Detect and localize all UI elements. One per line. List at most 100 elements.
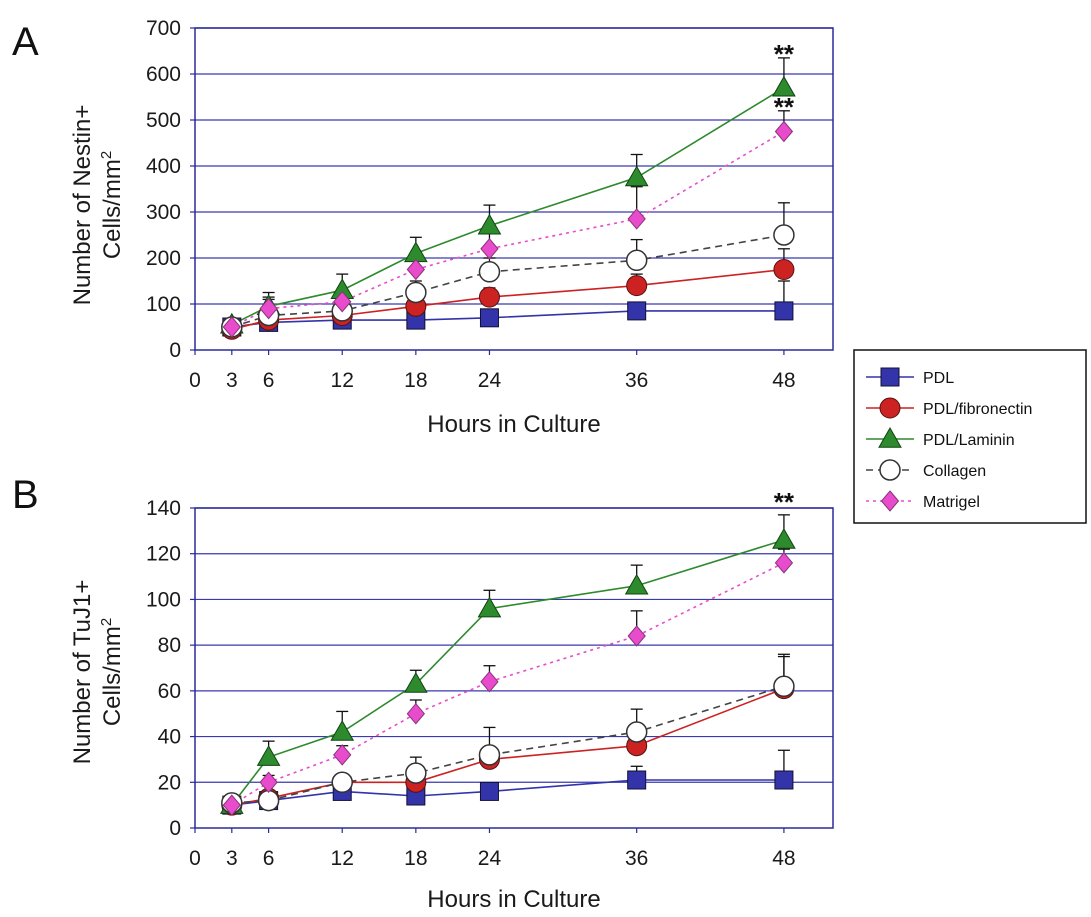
legend-label-0: PDL [923, 370, 954, 387]
panel-b: B Number of TuJ1+ Cells/mm2 Hours in Cul… [12, 473, 834, 913]
panel-b-point-0-6 [774, 770, 794, 790]
panel-a-xtick-label-4: 18 [404, 369, 427, 392]
panel-b-point-2-5 [624, 573, 649, 595]
panel-a-point-3-5 [625, 249, 648, 272]
panel-b-point-4-4 [480, 670, 499, 693]
panel-b-ytick-label-1: 20 [158, 771, 181, 794]
legend: PDL PDL/fibronectin PDL/Laminin Collagen Mat… [853, 349, 1087, 524]
panel-a-xtick-label-1: 3 [226, 369, 238, 392]
legend-marker-3 [879, 459, 901, 481]
legend-marker-0 [880, 367, 900, 387]
panel-b-ytick-label-6: 120 [146, 543, 181, 566]
panel-a-point-0-5 [627, 301, 647, 321]
panel-b-xtick-label-3: 12 [331, 847, 354, 870]
panel-a-ytick-label-1: 100 [146, 293, 181, 316]
panel-a-xlabel: Hours in Culture [427, 411, 600, 438]
panel-a-series-line-2 [231, 87, 785, 326]
panel-b-ytick-label-7: 140 [146, 497, 181, 520]
panel-a-point-1-6 [773, 259, 795, 280]
panel-a-point-4-1 [259, 297, 278, 320]
panel-b-point-3-5 [625, 721, 648, 743]
panel-a-xtick-label-3: 12 [331, 369, 354, 392]
panel-b-xtick-label-6: 36 [625, 847, 648, 870]
legend-marker-1 [879, 397, 901, 419]
legend-label-4: Matrigel [923, 494, 980, 511]
panel-a-point-2-4 [477, 213, 502, 235]
panel-b-ylabel-line1: Number of TuJ1+ [69, 580, 96, 765]
panel-a-xtick-label-6: 36 [625, 369, 648, 392]
panel-b-point-4-5 [627, 625, 646, 647]
panel-a-ytick-label-4: 400 [146, 155, 181, 178]
panel-b-point-3-6 [773, 675, 795, 698]
panel-a-ytick-label-3: 300 [146, 201, 181, 224]
panel-b-point-0-5 [627, 770, 647, 790]
panel-a-point-1-5 [626, 275, 648, 297]
panel-a-xtick-label-7: 48 [772, 369, 795, 392]
panel-b-point-4-3 [406, 702, 426, 725]
panel-a-plot-frame [194, 27, 834, 351]
panel-a: A Number of Nestin+ Cells/mm2 Hours in C… [12, 17, 834, 438]
panel-a-annotation-1: ** [774, 92, 795, 122]
panel-b-xtick-label-1: 3 [226, 847, 238, 870]
panel-a-ytick-label-5: 500 [146, 109, 181, 132]
panel-a-point-4-2 [333, 290, 352, 313]
panel-a-ytick-label-6: 600 [146, 63, 181, 86]
panel-a-xtick-label-5: 24 [478, 369, 502, 392]
panel-b-point-4-0 [222, 794, 241, 816]
panel-a-point-4-4 [480, 238, 499, 260]
panel-a-ytick-label-2: 200 [146, 247, 181, 270]
panel-b-xlabel: Hours in Culture [427, 886, 600, 913]
panel-b-point-2-3 [403, 671, 428, 693]
panel-b-point-4-2 [333, 744, 352, 766]
panel-b-series-line-0 [231, 779, 784, 806]
panel-a-point-4-3 [406, 258, 426, 281]
panel-b-point-4-1 [259, 771, 278, 794]
panel-a-ylabel-unit: Cells/mm [99, 159, 126, 259]
panel-a-label: A [12, 20, 39, 64]
panel-a-ylabel-line1: Number of Nestin+ [69, 105, 96, 306]
panel-b-plot-frame [194, 507, 834, 829]
panel-a-point-2-6 [772, 75, 796, 97]
panel-b-point-2-2 [330, 719, 355, 741]
panel-a-series-line-4 [231, 130, 785, 328]
panel-a-point-4-5 [627, 208, 646, 230]
panel-b-xtick-label-5: 24 [478, 847, 502, 870]
panel-b-point-0-4 [479, 781, 499, 801]
panel-a-xtick-label-2: 6 [263, 369, 275, 392]
panel-b-ytick-label-3: 60 [158, 680, 181, 703]
panel-a-point-4-6 [774, 120, 794, 143]
legend-label-3: Collagen [923, 463, 986, 480]
panel-a-annotation-0: ** [774, 39, 795, 69]
panel-b-label: B [12, 473, 39, 517]
panel-a-point-4-0 [222, 316, 241, 338]
panel-b-xtick-label-2: 6 [263, 847, 275, 870]
panel-b-point-3-3 [405, 762, 427, 784]
panel-b-point-2-6 [772, 527, 796, 549]
legend-label-2: PDL/Laminin [923, 432, 1015, 449]
panel-b-xtick-label-4: 18 [404, 847, 427, 870]
panel-a-point-2-5 [624, 165, 649, 187]
panel-b-ytick-label-4: 80 [158, 634, 181, 657]
panel-a-ylabel-line2: Cells/mm2 [98, 151, 126, 259]
panel-b-ylabel-unit: Cells/mm [99, 626, 126, 726]
panel-b-xtick-label-7: 48 [772, 847, 795, 870]
panel-b-ytick-label-2: 40 [158, 726, 181, 749]
panel-a-ytick-label-0: 0 [169, 339, 181, 362]
panel-b-point-3-2 [331, 771, 353, 794]
panel-a-point-3-4 [478, 261, 501, 283]
panel-b-ytick-label-5: 100 [146, 588, 181, 611]
panel-b-ylabel-line2: Cells/mm2 [98, 618, 126, 726]
panel-b-series-line-1 [231, 687, 785, 806]
panel-a-point-0-6 [774, 301, 794, 321]
panel-a-ytick-label-7: 700 [146, 17, 181, 40]
panel-b-point-2-1 [256, 745, 281, 766]
panel-b-point-2-4 [477, 596, 502, 618]
legend-label-1: PDL/fibronectin [923, 401, 1032, 418]
legend-marker-4 [880, 490, 900, 512]
legend-marker-2 [878, 426, 902, 448]
panel-a-series-line-3 [231, 234, 785, 328]
panel-b-ylabel-sup: 2 [98, 618, 115, 626]
panel-b-xtick-label-0: 0 [189, 847, 201, 870]
panel-a-point-3-3 [405, 281, 427, 304]
